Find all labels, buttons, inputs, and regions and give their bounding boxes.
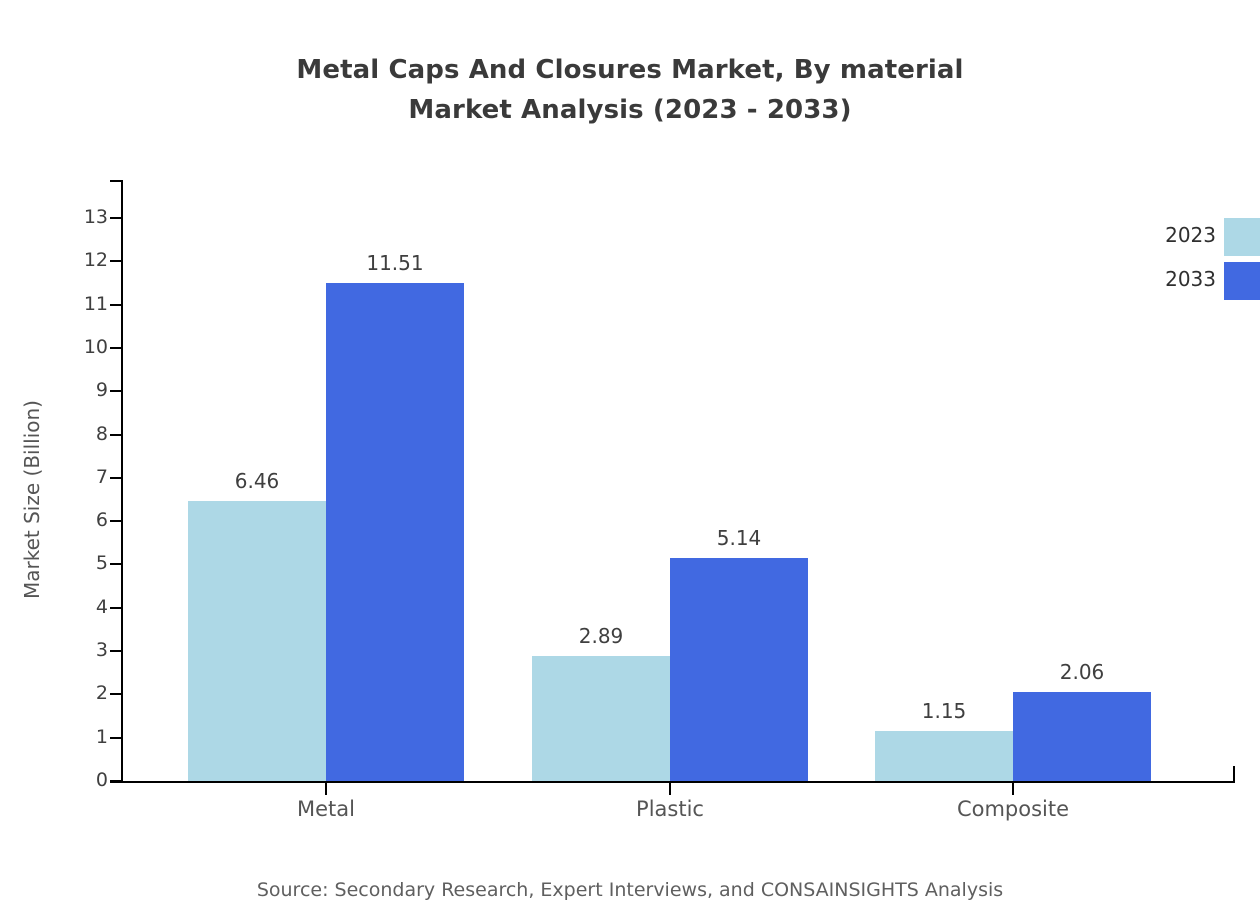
x-axis-category-label-composite: Composite [956, 797, 1070, 821]
chart-title-line1: Metal Caps And Closures Market, By mater… [296, 55, 964, 85]
legend-swatch-2033 [1224, 262, 1260, 300]
y-axis-tick-label: 5 [95, 552, 108, 575]
y-axis-tick [110, 390, 122, 393]
y-axis-line [121, 180, 123, 783]
x-axis-tick [1012, 783, 1014, 795]
y-axis-tick [110, 217, 122, 219]
y-axis-tick [110, 736, 122, 739]
y-axis-tick [110, 346, 122, 349]
y-axis-tick [110, 693, 122, 696]
y-axis-tick-label: 4 [95, 595, 108, 618]
legend-item-2023[interactable]: 2023 [1120, 215, 1260, 257]
y-axis-tick-label: 8 [95, 422, 108, 445]
y-axis-tick [110, 433, 122, 436]
source-note: Source: Secondary Research, Expert Inter… [256, 879, 1004, 901]
y-axis-tick-label: 3 [95, 639, 108, 662]
y-axis-tick [110, 476, 122, 479]
legend-item-2033[interactable]: 2033 [1120, 259, 1260, 301]
bar-value-label: 6.46 [234, 469, 280, 494]
x-axis-category-label-plastic: Plastic [636, 797, 704, 821]
bar-value-label: 5.14 [716, 526, 762, 551]
legend-label-2023: 2023 [1165, 223, 1216, 247]
y-axis-tick-label: 1 [95, 725, 108, 748]
chart-title-line2: Market Analysis (2023 - 2033) [408, 95, 852, 125]
y-axis-tick-label: 6 [95, 509, 108, 532]
y-axis-tick-label: 13 [83, 206, 108, 228]
y-axis-tick-label: 0 [95, 769, 108, 791]
y-axis-top-cap [110, 180, 123, 182]
y-axis-tick-label: 9 [95, 379, 108, 402]
y-axis-tick-label: 7 [95, 465, 108, 488]
x-axis-end-cap [1233, 766, 1235, 783]
y-axis-tick [110, 563, 122, 566]
bar-composite-2033[interactable] [1013, 691, 1151, 781]
legend-label-2033: 2033 [1165, 267, 1216, 291]
bar-value-label: 11.51 [366, 250, 424, 275]
y-axis-tick [110, 260, 122, 263]
bar-plastic-2023[interactable] [532, 655, 670, 781]
bar-metal-2023[interactable] [188, 501, 326, 781]
y-axis-tick-label: 12 [83, 249, 108, 272]
chart-title: Metal Caps And Closures Market, By mater… [0, 50, 1260, 130]
bar-metal-2033[interactable] [326, 282, 464, 781]
y-axis-tick [110, 606, 122, 609]
bar-value-label: 2.06 [1059, 659, 1105, 684]
y-axis-tick [110, 780, 122, 782]
y-axis-tick-label: 11 [83, 292, 108, 315]
y-axis-tick-label: 10 [83, 335, 108, 358]
x-axis-line [110, 781, 1235, 783]
bar-composite-2023[interactable] [875, 731, 1013, 781]
y-axis-tick-label: 2 [95, 682, 108, 705]
y-axis-tick [110, 303, 122, 306]
bar-plastic-2033[interactable] [670, 558, 808, 781]
y-axis-tick [110, 650, 122, 653]
legend-swatch-2023 [1224, 218, 1260, 256]
bar-value-label: 1.15 [921, 699, 967, 724]
chart-legend: 2023 2033 [1120, 215, 1260, 310]
y-axis-tick [110, 520, 122, 523]
x-axis-tick [669, 783, 671, 795]
x-axis-category-label-metal: Metal [297, 797, 355, 821]
x-axis-tick [325, 783, 327, 795]
bar-value-label: 2.89 [578, 623, 624, 648]
